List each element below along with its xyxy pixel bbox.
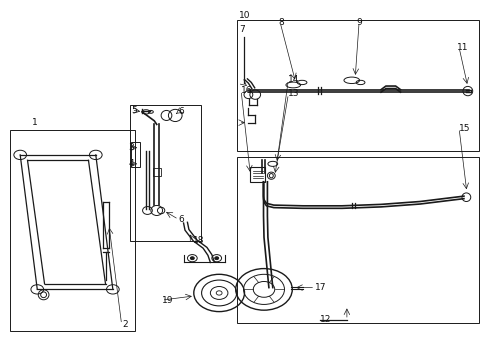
Text: 9: 9 [356, 18, 362, 27]
Bar [237, 21, 478, 151]
Text: 14: 14 [288, 75, 299, 84]
Text: 12: 12 [320, 315, 331, 324]
Text: 6: 6 [178, 215, 184, 224]
Text: 17: 17 [315, 283, 326, 292]
Text: 11: 11 [456, 43, 467, 52]
Text: 18: 18 [193, 237, 204, 246]
Circle shape [214, 257, 218, 260]
Text: 10: 10 [238, 10, 250, 19]
Text: 5: 5 [131, 105, 137, 114]
Bar [131, 142, 140, 167]
Text: 2: 2 [122, 320, 128, 329]
Bar [10, 130, 135, 330]
Bar [250, 167, 264, 182]
Text: 15: 15 [458, 123, 469, 132]
Text: 4: 4 [128, 159, 134, 168]
Text: 19: 19 [161, 296, 173, 305]
Bar [237, 157, 478, 323]
Circle shape [190, 257, 194, 260]
Bar [130, 105, 200, 241]
Bar [153, 168, 160, 176]
Text: 6: 6 [178, 107, 184, 116]
Text: 8: 8 [278, 18, 284, 27]
Text: 7: 7 [239, 25, 245, 34]
Text: 16: 16 [241, 86, 252, 95]
Text: 3: 3 [128, 143, 134, 152]
Text: 1: 1 [32, 118, 38, 127]
Text: 13: 13 [288, 89, 299, 98]
